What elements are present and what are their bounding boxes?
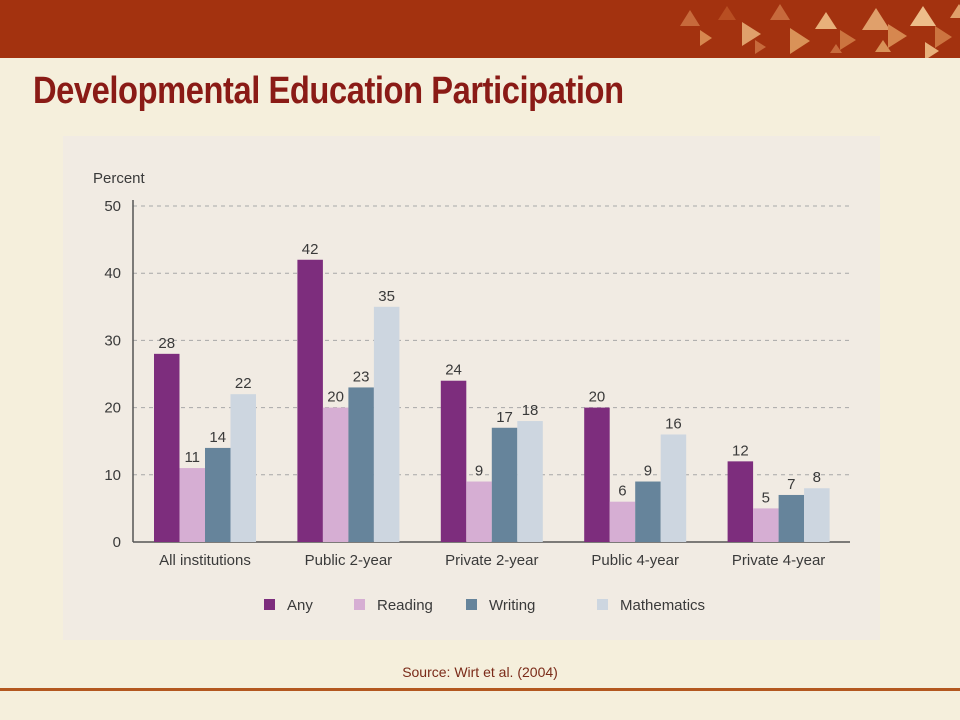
data-label: 6: [618, 483, 626, 500]
data-label: 5: [762, 489, 770, 506]
bar-reading-2: [466, 481, 492, 542]
bar-reading-0: [179, 468, 205, 542]
data-label: 8: [813, 469, 821, 486]
data-label: 16: [665, 415, 682, 432]
data-label: 42: [302, 241, 319, 258]
x-tick-label: Private 4-year: [732, 552, 825, 569]
banner-triangle-decoration: [790, 28, 810, 54]
x-tick-label: Public 4-year: [591, 552, 679, 569]
y-tick-label: 0: [113, 534, 121, 551]
legend-label: Mathematics: [620, 597, 705, 614]
bar-writing-1: [348, 387, 374, 542]
data-label: 11: [184, 449, 200, 466]
y-tick-label: 50: [104, 198, 121, 215]
data-label: 9: [644, 463, 652, 480]
y-tick-label: 30: [104, 332, 121, 349]
banner-triangle-decoration: [862, 8, 890, 30]
banner-triangle-decoration: [888, 24, 907, 48]
bar-writing-3: [635, 481, 661, 542]
legend-swatch-mathematics: [597, 599, 608, 610]
bar-mathematics-1: [373, 306, 400, 542]
footer-rule: [0, 688, 960, 691]
top-banner: [0, 0, 960, 58]
bar-any-1: [297, 259, 323, 542]
data-label: 7: [787, 476, 795, 493]
bar-any-3: [584, 407, 610, 542]
banner-triangle-decoration: [910, 6, 936, 26]
data-label: 17: [496, 409, 513, 426]
data-label: 20: [327, 389, 344, 406]
x-tick-label: Private 2-year: [445, 552, 538, 569]
data-label: 12: [732, 442, 749, 459]
legend-label: Any: [287, 597, 313, 614]
data-label: 20: [589, 389, 606, 406]
data-label: 18: [522, 402, 539, 419]
legend-swatch-reading: [354, 599, 365, 610]
x-tick-label: All institutions: [159, 552, 251, 569]
data-label: 28: [158, 335, 175, 352]
bar-mathematics-0: [230, 394, 256, 542]
banner-triangle-decoration: [875, 40, 891, 52]
chart-panel: Percent 0 10 20 30 40 50 28 11 14 22 All institutio…: [63, 136, 880, 640]
x-tick-label: Public 2-year: [305, 552, 393, 569]
banner-triangle-decoration: [935, 26, 952, 48]
banner-triangle-decoration: [815, 12, 837, 29]
banner-triangle-decoration: [680, 10, 700, 26]
banner-triangle-decoration: [770, 4, 790, 20]
legend-label: Writing: [489, 597, 535, 614]
data-label: 23: [353, 368, 370, 385]
bar-writing-4: [778, 494, 805, 542]
banner-triangle-decoration: [925, 42, 939, 58]
slide-title: Developmental Education Participation: [33, 70, 624, 112]
y-tick-label: 20: [104, 400, 121, 417]
data-label: 14: [209, 429, 226, 446]
data-label: 24: [445, 362, 462, 379]
bar-any-4: [727, 461, 754, 542]
source-note: Source: Wirt et al. (2004): [402, 664, 558, 680]
banner-triangle-decoration: [840, 30, 856, 50]
bar-mathematics-4: [804, 488, 830, 542]
banner-triangle-decoration: [950, 4, 960, 18]
legend-swatch-any: [264, 599, 275, 610]
data-label: 22: [235, 375, 252, 392]
bar-reading-1: [322, 407, 349, 542]
bar-reading-4: [753, 508, 779, 542]
legend-label: Reading: [377, 597, 433, 614]
bar-any-0: [154, 353, 180, 542]
bar-any-2: [440, 380, 467, 542]
legend-swatch-writing: [466, 599, 477, 610]
data-label: 35: [378, 288, 395, 305]
bar-chart: Percent 0 10 20 30 40 50 28 11 14 22 All institutio…: [93, 170, 850, 614]
y-axis-title: Percent: [93, 170, 146, 187]
banner-triangle-decoration: [700, 30, 712, 46]
y-tick-label: 10: [104, 467, 121, 484]
y-tick-label: 40: [104, 265, 121, 282]
bar-mathematics-2: [517, 421, 543, 542]
bar-reading-3: [609, 501, 636, 542]
bar-writing-2: [491, 427, 518, 542]
bar-writing-0: [205, 447, 231, 542]
banner-triangle-decoration: [830, 44, 842, 53]
bar-mathematics-3: [660, 434, 687, 542]
data-label: 9: [475, 463, 483, 480]
banner-triangle-decoration: [718, 6, 736, 20]
banner-triangle-decoration: [755, 40, 766, 54]
